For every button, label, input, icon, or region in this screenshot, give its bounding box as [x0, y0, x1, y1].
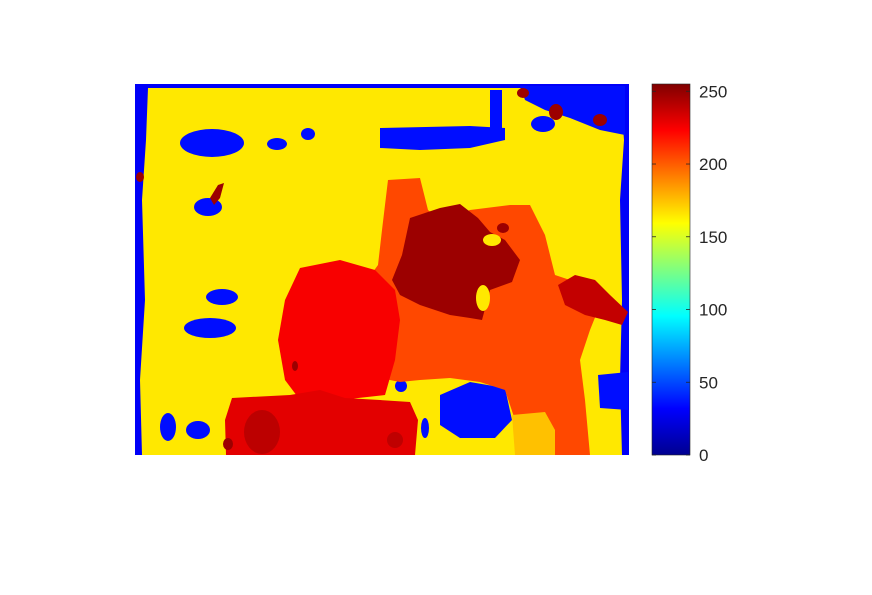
- blue-spot: [440, 382, 512, 438]
- region-bottom-red-block: [387, 432, 403, 448]
- colorbar: 0 50 100 150 200 250: [651, 82, 727, 465]
- blue-spot: [380, 126, 505, 150]
- blue-spot: [395, 380, 407, 392]
- heatmap-image: [135, 84, 629, 455]
- region-dark-red-top-center: [136, 172, 144, 182]
- region-dark-red-top-center: [593, 114, 607, 126]
- region-left-red-lobe: [320, 295, 385, 385]
- blue-spot: [301, 128, 315, 140]
- blue-spot: [421, 418, 429, 438]
- region-dark-red-top-center: [549, 104, 563, 120]
- colorbar-tick-label: 200: [699, 155, 727, 174]
- blue-spot: [194, 198, 222, 216]
- region-bottom-yellow-strip: [512, 412, 555, 455]
- blue-spot: [180, 129, 244, 157]
- blue-spot: [267, 138, 287, 150]
- blue-spot: [206, 289, 238, 305]
- colorbar-tick-label: 150: [699, 228, 727, 247]
- region-bottom-red-block: [244, 410, 280, 454]
- colorbar-tick-label: 0: [699, 446, 708, 465]
- blue-spot: [186, 421, 210, 439]
- region-bottom-red-block: [223, 438, 233, 450]
- colorbar-tick-label: 250: [699, 82, 727, 101]
- colorbar-gradient: [651, 83, 691, 456]
- region-dark-red-top-center: [517, 88, 529, 98]
- blue-spot: [160, 413, 176, 441]
- colorbar-tick-label: 100: [699, 301, 727, 320]
- blue-spot: [598, 372, 628, 410]
- blue-spot: [531, 116, 555, 132]
- region-dark-red-top-center: [292, 361, 298, 371]
- blue-spot: [184, 318, 236, 338]
- blue-spots-group: [160, 86, 628, 441]
- colorbar-ticks: 0 50 100 150 200 250: [652, 82, 727, 465]
- colorbar-tick-label: 50: [699, 373, 718, 392]
- region-dark-red-right-patch: [558, 275, 628, 325]
- region-dark-red-top-center: [497, 223, 509, 233]
- region-background: [483, 234, 501, 246]
- region-background: [476, 285, 490, 311]
- region-dark-red-top-center: [210, 183, 224, 205]
- blue-spot: [490, 90, 502, 140]
